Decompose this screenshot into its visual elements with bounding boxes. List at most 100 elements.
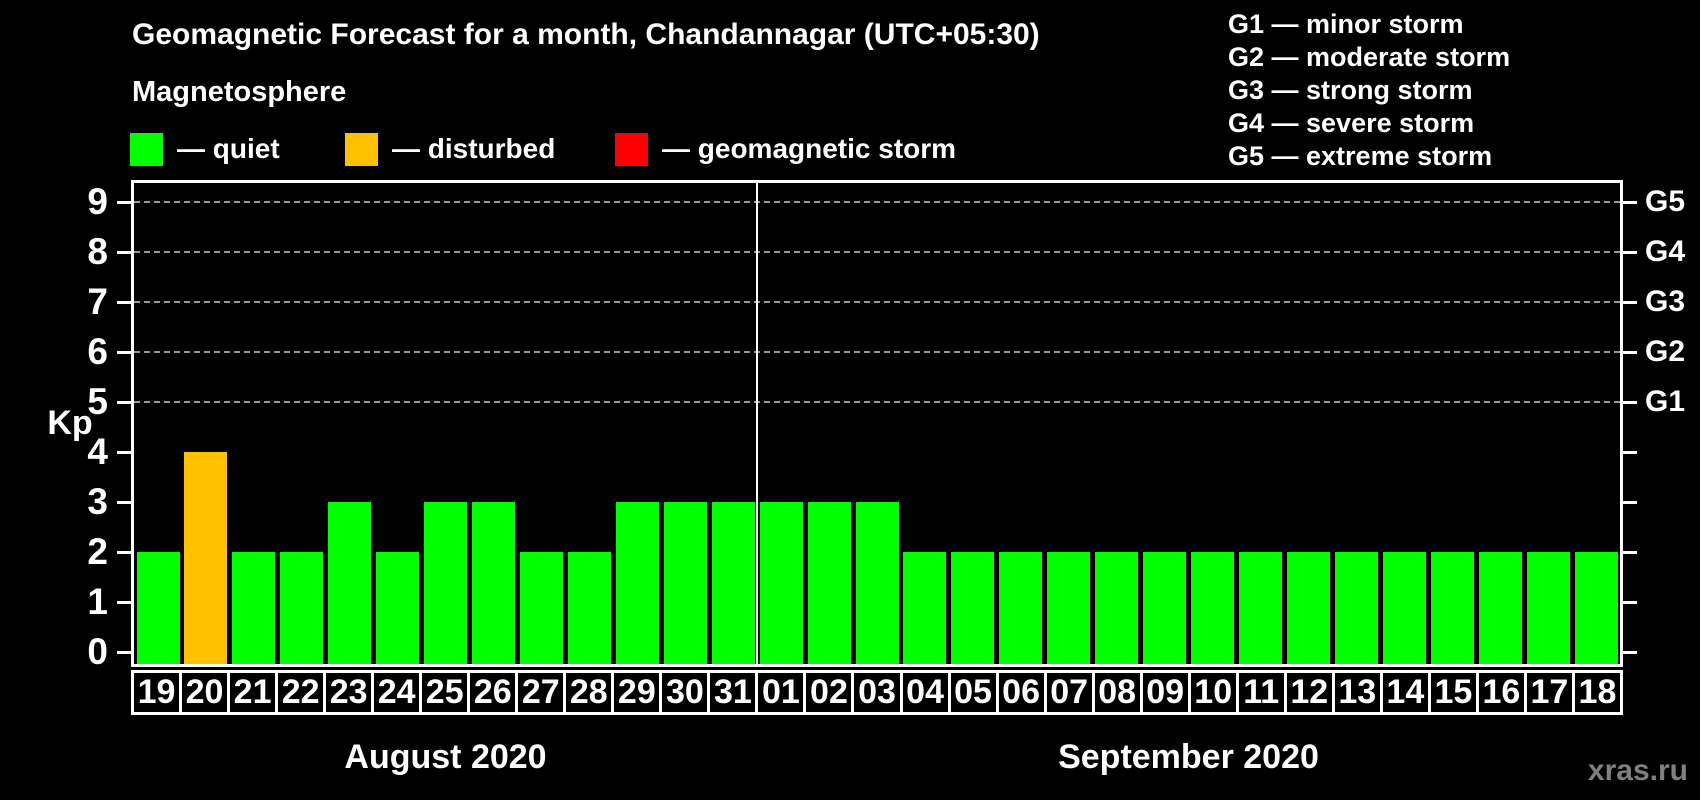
- date-cell: 15: [1430, 673, 1476, 712]
- y-tick-mark: [117, 351, 131, 354]
- kp-bar: [376, 552, 419, 664]
- date-cell: 04: [902, 673, 948, 712]
- right-tick-mark: [1623, 451, 1637, 454]
- date-cell: 31: [710, 673, 756, 712]
- g-scale-label-G1: G1: [1645, 385, 1686, 418]
- kp-bar: [520, 552, 563, 664]
- date-cell: 25: [422, 673, 468, 712]
- legend-item-quiet: — quiet: [130, 131, 280, 167]
- y-tick-label: 0: [87, 631, 108, 672]
- kp-bar: [808, 502, 851, 664]
- date-cell: 13: [1334, 673, 1380, 712]
- right-tick-mark: [1623, 601, 1637, 604]
- date-cell: 17: [1526, 673, 1572, 712]
- g-scale-legend: G1 — minor storm G2 — moderate storm G3 — …: [1228, 8, 1510, 173]
- y-tick-label: 5: [87, 381, 108, 422]
- date-cell: 08: [1094, 673, 1140, 712]
- month-separator-line: [756, 183, 758, 664]
- y-tick-mark: [117, 301, 131, 304]
- kp-bar: [1143, 552, 1186, 664]
- date-axis: 19 20 21 22 23 24 25 26 27 28 29 30 31 01 02 03 04 05 06 07…: [131, 670, 1623, 715]
- kp-bar: [1431, 552, 1474, 664]
- kp-bar: [616, 502, 659, 664]
- date-cell: 30: [662, 673, 708, 712]
- right-tick-mark: [1623, 501, 1637, 504]
- kp-bar: [1191, 552, 1234, 664]
- month-label-2: September 2020: [1058, 738, 1319, 776]
- chart-subtitle: Magnetosphere: [132, 76, 347, 108]
- date-cell: 29: [614, 673, 660, 712]
- y-tick-mark: [117, 501, 131, 504]
- legend-swatch-geomagnetic-storm: [615, 132, 648, 166]
- date-cell: 21: [230, 673, 276, 712]
- kp-bar: [760, 502, 803, 664]
- g-legend-line-1: G1 — minor storm: [1228, 9, 1464, 39]
- watermark: xras.ru: [1587, 754, 1688, 787]
- magnetosphere-legend: — quiet — disturbed — geomagnetic storm: [0, 131, 1100, 171]
- date-cell: 16: [1478, 673, 1524, 712]
- date-cell: 26: [470, 673, 516, 712]
- legend-label-geomagnetic-storm: — geomagnetic storm: [662, 133, 957, 164]
- date-cell: 11: [1238, 673, 1284, 712]
- y-tick-mark: [117, 451, 131, 454]
- y-tick-label: 9: [87, 181, 108, 222]
- kp-bar: [1239, 552, 1282, 664]
- y-tick-label: 6: [87, 331, 108, 372]
- kp-bar: [1479, 552, 1522, 664]
- kp-bar: [1047, 552, 1090, 664]
- kp-bar: [137, 552, 180, 664]
- date-cell: 27: [518, 673, 564, 712]
- date-cell: 06: [998, 673, 1044, 712]
- date-cell: 24: [374, 673, 420, 712]
- kp-bar: [999, 552, 1042, 664]
- date-cell: 02: [806, 673, 852, 712]
- kp-axis-label: Kp: [47, 404, 93, 442]
- kp-bar: [712, 502, 755, 664]
- date-cell: 23: [326, 673, 372, 712]
- kp-bar: [1383, 552, 1426, 664]
- y-tick-label: 4: [87, 431, 108, 472]
- kp-gridline: [134, 351, 1620, 353]
- kp-bar: [232, 552, 275, 664]
- kp-gridline: [134, 201, 1620, 203]
- date-cell: 01: [758, 673, 804, 712]
- y-tick-mark: [117, 251, 131, 254]
- right-tick-mark: [1623, 351, 1637, 354]
- date-cell: 10: [1190, 673, 1236, 712]
- kp-gridline: [134, 401, 1620, 403]
- legend-swatch-quiet: [130, 132, 163, 166]
- date-cell: 03: [854, 673, 900, 712]
- kp-bar: [568, 552, 611, 664]
- month-label-1: August 2020: [344, 738, 547, 776]
- kp-bar: [280, 552, 323, 664]
- y-tick-mark: [117, 601, 131, 604]
- date-cell: 09: [1142, 673, 1188, 712]
- right-tick-mark: [1623, 201, 1637, 204]
- date-cell: 19: [134, 673, 180, 712]
- kp-bar: [664, 502, 707, 664]
- right-tick-mark: [1623, 401, 1637, 404]
- date-cell: 07: [1046, 673, 1092, 712]
- right-tick-mark: [1623, 251, 1637, 254]
- kp-bar: [951, 552, 994, 664]
- g-legend-line-2: G2 — moderate storm: [1228, 42, 1511, 72]
- g-legend-line-5: G5 — extreme storm: [1228, 141, 1493, 171]
- legend-label-disturbed: — disturbed: [392, 133, 556, 164]
- kp-bar: [472, 502, 515, 664]
- kp-bar: [1527, 552, 1570, 664]
- g-scale-label-G2: G2: [1645, 335, 1686, 368]
- kp-bar: [1287, 552, 1330, 664]
- kp-bar: [328, 502, 371, 664]
- y-tick-label: 1: [87, 581, 108, 622]
- kp-bar: [1575, 552, 1618, 664]
- kp-bar: [184, 452, 227, 664]
- legend-item-geomagnetic-storm: — geomagnetic storm: [615, 131, 956, 167]
- y-tick-mark: [117, 401, 131, 404]
- y-tick-mark: [117, 201, 131, 204]
- y-tick-mark: [117, 551, 131, 554]
- y-tick-label: 7: [87, 281, 108, 322]
- kp-bar: [903, 552, 946, 664]
- g-legend-line-3: G3 — strong storm: [1228, 75, 1473, 105]
- right-tick-mark: [1623, 301, 1637, 304]
- date-cell: 05: [950, 673, 996, 712]
